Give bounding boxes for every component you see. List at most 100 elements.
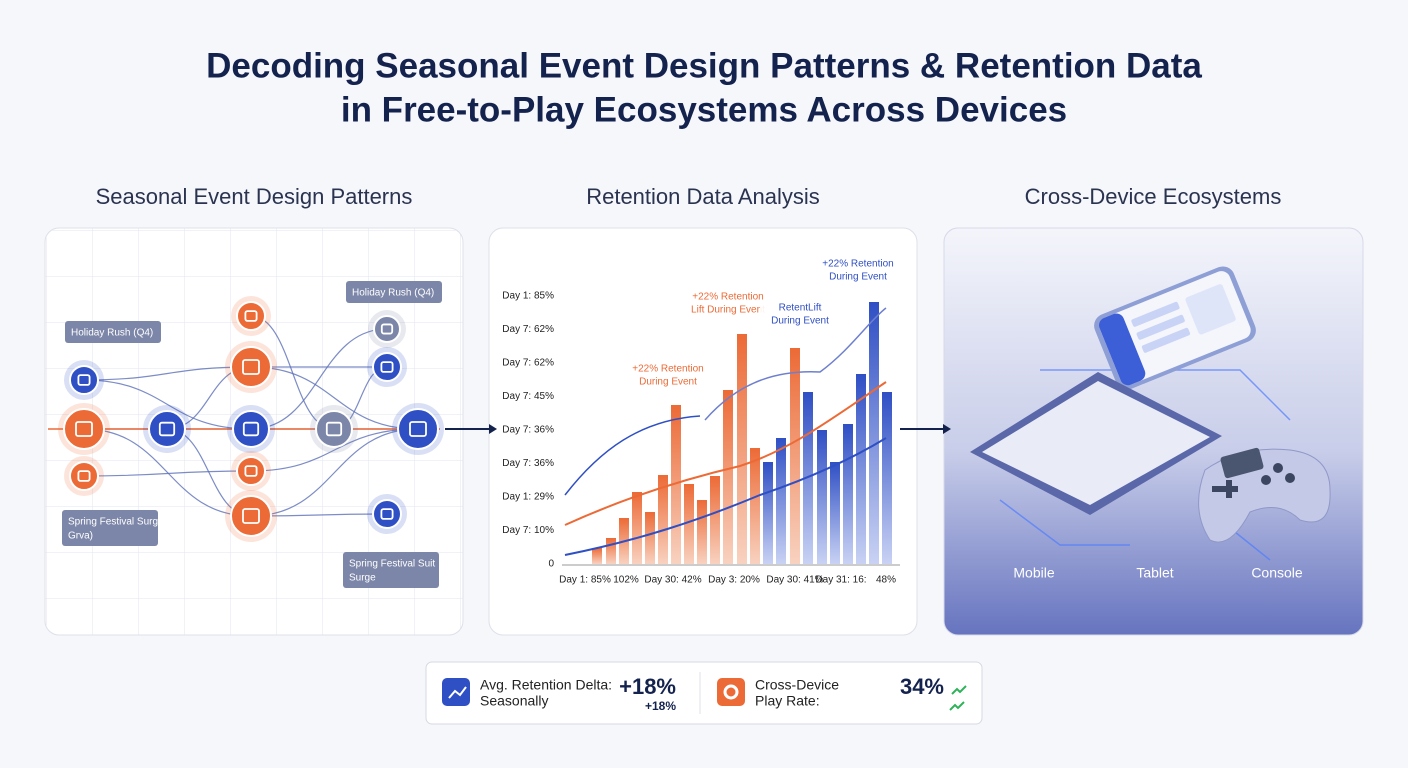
device-label: Tablet <box>1136 565 1173 581</box>
devices: Mobile Tablet Console <box>970 266 1331 581</box>
node <box>372 352 402 382</box>
flow-edge <box>250 366 419 430</box>
node <box>69 365 99 395</box>
trend-icon <box>949 685 967 711</box>
annotation: During Event <box>829 272 887 283</box>
node <box>69 461 99 491</box>
node <box>63 408 105 450</box>
bar <box>710 476 720 564</box>
flow-edge <box>250 428 419 472</box>
device-label: Console <box>1251 565 1303 581</box>
node-icon <box>380 361 394 373</box>
tag-label: Spring Festival Suit <box>349 559 435 570</box>
node <box>372 499 402 529</box>
node-icon <box>158 421 176 437</box>
tag-label: Surge <box>349 573 376 584</box>
stat-icon <box>717 678 745 706</box>
y-axis-label: Day 1: 85% <box>502 291 554 302</box>
bar <box>671 405 681 564</box>
x-axis-label: 48% <box>876 575 896 586</box>
flow-edge <box>83 366 252 381</box>
y-axis-label: 0 <box>548 559 554 570</box>
stat-sub: +18% <box>645 699 676 713</box>
stats-box <box>425 661 983 725</box>
panel-heading: Seasonal Event Design Patterns <box>96 184 413 209</box>
node <box>230 495 272 537</box>
title-line: Decoding Seasonal Event Design Patterns … <box>206 46 1202 85</box>
bar <box>843 424 853 564</box>
x-axis-label: Day 1: 85% <box>559 575 611 586</box>
bar <box>817 430 827 564</box>
panel-heading: Retention Data Analysis <box>586 184 820 209</box>
bar <box>723 390 733 564</box>
node-icon <box>380 508 394 520</box>
device-label: Mobile <box>1013 565 1054 581</box>
node <box>230 346 272 388</box>
bar <box>776 438 786 564</box>
bar <box>645 512 655 564</box>
bar <box>750 448 760 564</box>
annotation-box <box>760 300 840 332</box>
tag-label: Spring Festival Surge <box>68 517 164 528</box>
trend-line <box>564 437 887 556</box>
node <box>315 410 353 448</box>
title-line: in Free-to-Play Ecosystems Across Device… <box>341 90 1067 129</box>
tag-box <box>65 321 161 343</box>
node <box>232 410 270 448</box>
node-icon <box>77 470 91 482</box>
trend-line <box>564 381 887 526</box>
node <box>148 410 186 448</box>
tag-box <box>343 552 439 588</box>
x-axis-label: Day 30: 42% <box>644 575 701 586</box>
bar <box>606 538 616 564</box>
x-axis-label: Day 31: 16: <box>815 575 866 586</box>
bar <box>658 475 668 564</box>
bar <box>869 302 879 564</box>
node-icon <box>77 374 91 386</box>
node <box>397 408 439 450</box>
stat-icon-glyph <box>448 686 467 699</box>
panel-heading: Cross-Device Ecosystems <box>1025 184 1282 209</box>
stat-label: Cross-Device <box>755 677 839 693</box>
flow-edge <box>83 379 252 430</box>
annotation-box <box>688 289 768 321</box>
flow-diagram: Holiday Rush (Q4) Holiday Rush (Q4) Spring… <box>48 281 444 588</box>
y-axis-label: Day 1: 29% <box>502 492 554 503</box>
node-icon <box>242 359 260 375</box>
node-icon <box>380 323 394 335</box>
annotation: RetentLift <box>779 303 822 314</box>
tag-label: Grva) <box>68 531 93 542</box>
node <box>373 315 401 343</box>
stat-label: Avg. Retention Delta: <box>480 677 612 693</box>
x-axis-label: Day 30: 41% <box>766 575 823 586</box>
flow-edge <box>83 428 252 517</box>
stat-icon-glyph <box>723 684 739 700</box>
node <box>236 456 266 486</box>
y-axis-label: Day 7: 45% <box>502 391 554 402</box>
annotation-box <box>818 256 898 288</box>
node-icon <box>244 465 258 477</box>
stat-label: Play Rate: <box>755 693 820 709</box>
tag-box <box>62 510 158 546</box>
tag-label: Holiday Rush (Q4) <box>71 328 153 339</box>
trend-line <box>564 415 701 496</box>
tag-box <box>346 281 442 303</box>
stat-value: 34% <box>900 674 944 699</box>
bar <box>763 462 773 564</box>
node-icon <box>242 508 260 524</box>
annotation: During Event <box>639 377 697 388</box>
bar <box>684 484 694 564</box>
bar <box>830 462 840 564</box>
annotation: Lift During Event <box>691 305 765 316</box>
stat-value: +18% <box>619 674 676 699</box>
annotation: +22% Retention <box>632 364 703 375</box>
annotation: During Event <box>771 316 829 327</box>
bar <box>790 348 800 564</box>
trend-line <box>704 307 887 421</box>
y-axis-label: Day 7: 36% <box>502 425 554 436</box>
node-icon <box>325 421 343 437</box>
x-axis-label: Day 3: 20% <box>708 575 760 586</box>
flow-edge <box>250 328 388 430</box>
y-axis-label: Day 7: 62% <box>502 358 554 369</box>
